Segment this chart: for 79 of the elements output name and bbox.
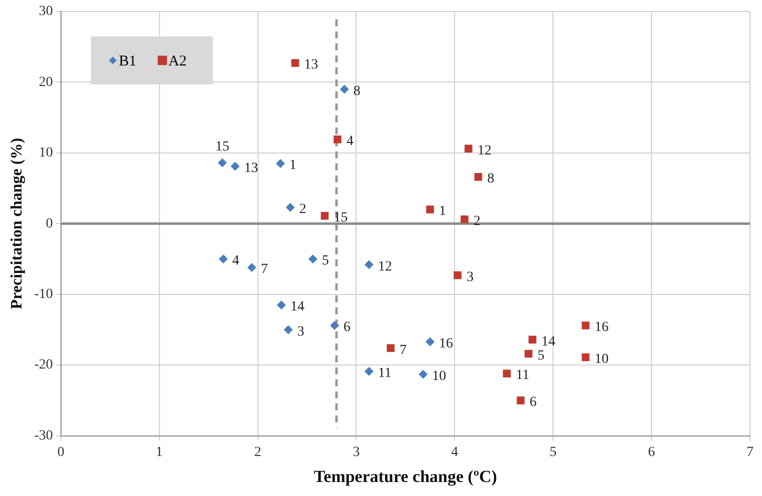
y-tick-label: 10 [38,146,53,161]
annotation: 3 [466,270,474,285]
point [286,202,295,212]
x-tick-label: 0 [57,444,64,460]
annotation: 15 [215,139,230,154]
annotation: 11 [516,368,530,384]
point [276,300,286,310]
point [426,337,435,346]
annotation: 6 [344,320,351,336]
point [291,59,300,67]
annotation: 1 [289,158,296,174]
annotation: 2 [474,214,480,230]
annotation: 5 [322,254,329,269]
annotation: 10 [594,352,609,367]
annotation: 4 [232,254,240,269]
annotation: 13 [244,160,258,176]
point [426,206,434,214]
point [386,344,395,352]
annotation: 14 [541,334,556,350]
annotation: 1 [439,204,446,220]
point [418,370,428,379]
point [524,350,532,358]
point [464,144,472,153]
point [218,158,227,168]
x-tick-label: 3 [352,444,360,460]
point [502,370,511,378]
annotation: 2 [299,202,306,218]
legend-label: B1 [118,53,136,70]
point [276,158,285,168]
annotation: 13 [304,58,318,73]
x-axis-title: Temperature change (ºC) [314,467,497,486]
annotation: 15 [334,210,348,226]
y-axis-title: Precipitation change (%) [8,138,26,310]
x-tick-label: 6 [648,444,656,460]
point [528,336,536,344]
x-tick-label: 2 [254,444,262,460]
x-tick-label: 1 [156,444,163,460]
annotation: 11 [378,366,392,382]
point [230,162,240,171]
annotation: 3 [297,324,304,340]
point [582,322,590,330]
y-tick-label: 30 [38,4,53,20]
point [582,353,590,362]
point [340,84,349,94]
point [454,271,462,280]
point [330,320,340,330]
y-tick-label: -30 [34,428,53,444]
annotation: 4 [346,134,354,150]
point [320,212,329,220]
y-tick-label: 20 [38,74,53,90]
annotation: 10 [432,368,446,384]
annotation: 7 [260,262,268,278]
annotation: 12 [378,259,392,274]
annotation: 8 [353,84,360,99]
point [334,136,342,144]
x-tick-label: 5 [550,444,557,460]
point [460,215,468,224]
legend-label: A2 [168,53,187,70]
point [284,325,293,334]
point [474,173,482,181]
annotation: 7 [400,342,407,358]
annotation: 16 [439,336,454,352]
point [218,254,228,264]
y-tick-label: 0 [46,216,53,232]
y-tick-label: -10 [34,287,53,302]
annotation: 16 [594,320,609,336]
annotation: 14 [290,300,304,315]
annotation: 6 [530,395,537,410]
x-tick-label: 7 [746,444,754,460]
y-tick-label: -20 [34,358,53,373]
point [247,262,256,272]
annotation: 5 [537,348,544,364]
point [364,260,374,270]
annotation: 8 [487,172,494,187]
point [308,254,318,264]
annotation: 12 [477,143,492,158]
x-tick-label: 4 [451,444,458,460]
point [516,396,525,404]
point [364,366,374,376]
